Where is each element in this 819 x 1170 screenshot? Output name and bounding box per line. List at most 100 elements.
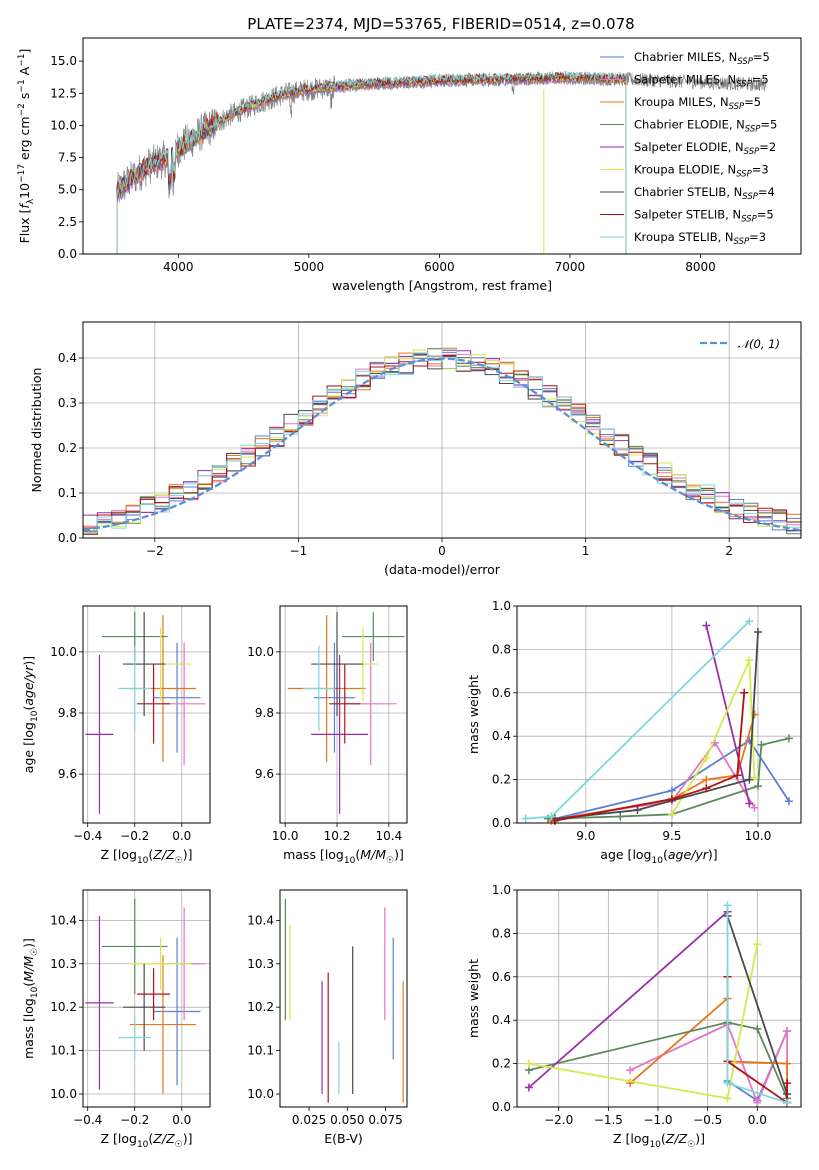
x-tick-label: −0.2 — [120, 829, 149, 843]
model-spectrum-kroupa-stelib — [116, 70, 627, 255]
y-axis-label: age [log10(age/yr)] — [21, 656, 40, 773]
y-tick-label: 0.2 — [492, 1057, 511, 1071]
legend-label-salpeter-miles: Salpeter MILES, NSSP=5 — [634, 73, 769, 90]
axes-weight-z: −2.0 −1.5 −1.0 −0.5 0.0 0.0 0.2 0.4 0.6 0.8 1.0 Z [… — [466, 883, 801, 1150]
y-tick-label: 10.1 — [50, 1044, 77, 1058]
axes-spectrum: 4000 5000 6000 7000 8000 0.0 2.5 5.0 7.5 10.0 12.5… — [17, 49, 716, 293]
legend-label-salpeter-stelib: Salpeter STELIB, NSSP=5 — [634, 208, 774, 225]
point-marker — [750, 803, 759, 812]
x-tick-label: −2.0 — [544, 1113, 573, 1127]
y-tick-label: 0.4 — [492, 1013, 511, 1027]
y-tick-label: 0.0 — [58, 531, 77, 545]
y-tick-label: 10.4 — [247, 913, 274, 927]
y-tick-label: 0.4 — [58, 351, 77, 365]
errorbars-age-mass — [287, 612, 405, 814]
y-axis-label: Normed distribution — [29, 368, 44, 493]
y-tick-label: 0.6 — [492, 686, 511, 700]
legend-label-chabrier-miles: Chabrier MILES, NSSP=5 — [634, 50, 770, 67]
plot-frame — [279, 605, 408, 824]
x-tick-label: 2 — [725, 544, 733, 558]
point-marker — [667, 810, 676, 819]
x-tick-label: 9.0 — [576, 829, 595, 843]
model-spectrum-salpeter-elodie — [116, 73, 627, 255]
x-tick-label: 9.5 — [662, 829, 681, 843]
y-tick-label: 12.5 — [50, 86, 77, 100]
x-axis-label: mass [log10(M/M☉)] — [283, 847, 404, 866]
errorbar-kroupa-stelib — [118, 645, 152, 732]
histogram-kroupa-stelib — [82, 349, 802, 538]
legend-label-chabrier-elodie: Chabrier ELODIE, NSSP=5 — [634, 118, 777, 135]
x-tick-label: 0 — [438, 544, 446, 558]
y-axis-label: mass weight — [466, 959, 481, 1038]
point-marker — [633, 805, 642, 814]
plot-frame — [516, 605, 802, 824]
y-tick-label: 10.4 — [50, 913, 77, 927]
y-tick-label: 0.3 — [58, 396, 77, 410]
point-marker — [702, 784, 711, 793]
y-tick-label: 9.8 — [58, 706, 77, 720]
x-tick-label: 10.4 — [375, 829, 402, 843]
y-axis-label: mass weight — [466, 675, 481, 754]
y-tick-label: 10.2 — [247, 1000, 274, 1014]
point-marker — [740, 688, 749, 697]
x-tick-label: −2 — [146, 544, 164, 558]
errorbar-chabrier-miles — [153, 937, 201, 1086]
point-marker — [745, 617, 754, 626]
legend-label-kroupa-miles: Kroupa MILES, NSSP=5 — [634, 95, 761, 112]
point-marker — [784, 797, 793, 806]
x-tick-label: −0.5 — [693, 1113, 722, 1127]
axes-mass-ebv: 0.025 0.050 0.075 10.0 10.1 10.2 10.3 10.4 E(B-V… — [247, 913, 402, 1146]
point-marker — [745, 799, 754, 808]
y-tick-label: 10.0 — [247, 1087, 274, 1101]
x-tick-label: 8000 — [685, 260, 716, 274]
y-tick-label: 9.6 — [255, 767, 274, 781]
y-tick-label: 0.2 — [492, 773, 511, 787]
x-tick-label: −0.2 — [120, 1113, 149, 1127]
x-tick-label: −1.5 — [594, 1113, 623, 1127]
series-salpeter-stelib — [554, 692, 746, 822]
x-tick-label: 0.050 — [330, 1113, 364, 1127]
y-tick-label: 0.0 — [492, 1100, 511, 1114]
point-marker — [667, 795, 676, 804]
y-tick-label: 10.0 — [247, 645, 274, 659]
y-tick-label: 0.0 — [492, 816, 511, 830]
x-tick-label: 7000 — [555, 260, 586, 274]
x-tick-label: −1.0 — [643, 1113, 672, 1127]
y-tick-label: 10.0 — [50, 118, 77, 132]
point-marker — [783, 1059, 792, 1068]
series-salpeter-elodie — [705, 625, 751, 804]
point-marker — [702, 621, 711, 630]
x-axis-label: Z [log10(Z/Z☉)] — [100, 1131, 192, 1150]
x-tick-label: 0.0 — [172, 1113, 191, 1127]
lines-weight-z — [524, 901, 792, 1107]
plot-frame — [82, 605, 211, 824]
point-marker — [626, 1066, 635, 1075]
x-axis-label: (data-model)/error — [384, 562, 501, 577]
x-tick-label: 5000 — [294, 260, 325, 274]
y-axis-label: Flux [fλ10−17 erg cm−2 s−1 A−1] — [17, 49, 36, 244]
x-tick-label: 10.0 — [745, 829, 772, 843]
point-marker — [783, 1098, 792, 1107]
errorbar-kroupa-elodie — [130, 937, 192, 990]
errorbar-salpeter-elodie — [311, 654, 369, 814]
point-marker — [753, 1098, 762, 1107]
errorbar-salpeter-elodie — [85, 916, 114, 1090]
y-tick-label: 0.8 — [492, 926, 511, 940]
y-tick-label: 10.0 — [50, 1087, 77, 1101]
errorbars-age-z — [85, 612, 206, 814]
x-axis-label: E(B-V) — [324, 1131, 363, 1146]
errorbar-salpeter-stelib — [137, 968, 171, 1021]
spectrum-legend: Chabrier MILES, NSSP=5 Salpeter MILES, NS… — [600, 50, 777, 247]
point-marker — [616, 812, 625, 821]
series-kroupa-elodie — [528, 944, 759, 1100]
y-axis-label: mass [log10(M/M☉)] — [21, 938, 40, 1059]
series-chabrier-miles — [554, 739, 790, 820]
model-spectrum-chabrier-elodie — [116, 74, 627, 255]
x-tick-label: −1 — [290, 544, 308, 558]
y-tick-label: 10.0 — [50, 645, 77, 659]
point-marker — [753, 628, 762, 637]
model-spectrum-salpeter-miles — [116, 75, 627, 255]
series-salpeter-elodie — [528, 911, 729, 1089]
series-chabrier-stelib — [554, 631, 759, 820]
point-marker — [733, 771, 742, 780]
